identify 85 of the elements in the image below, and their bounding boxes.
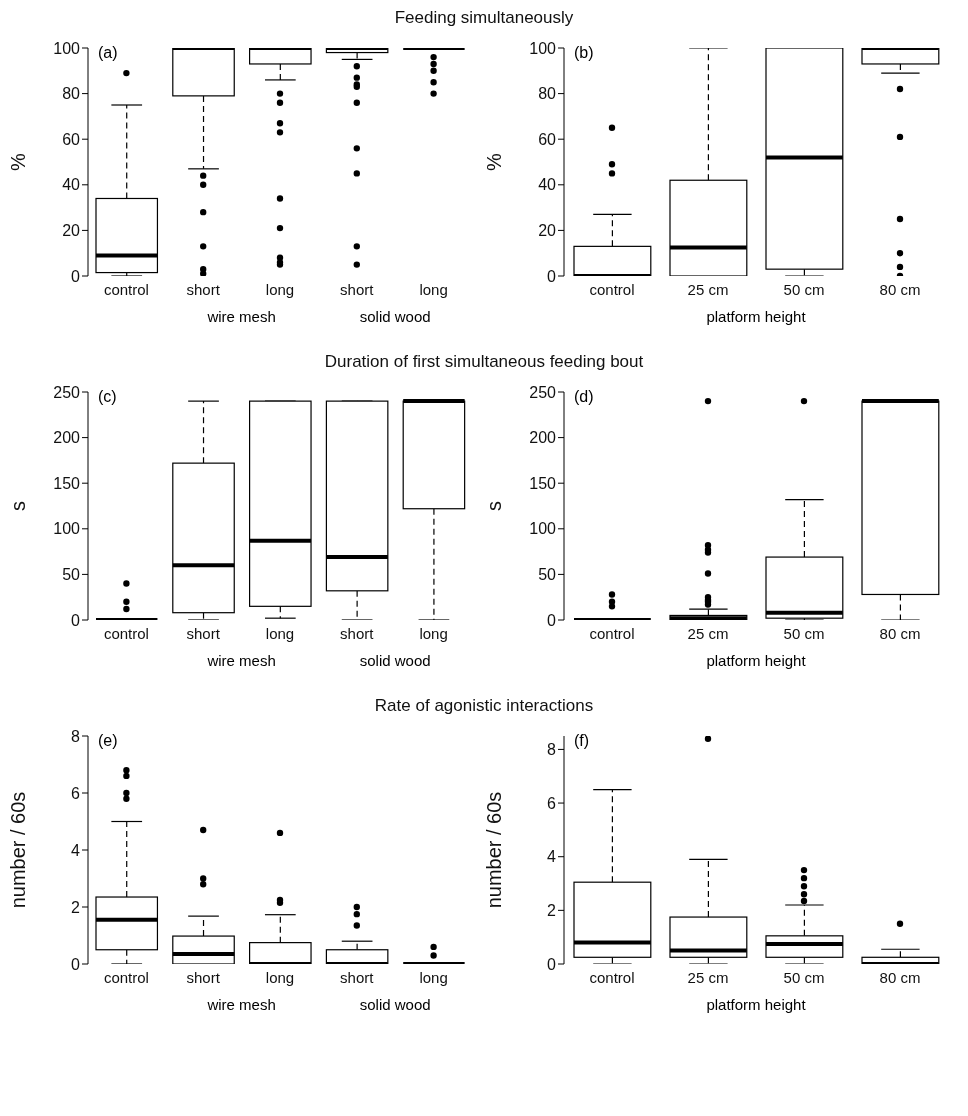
text: solid wood: [358, 652, 432, 669]
y-tick-label: 60: [538, 130, 557, 148]
y-tick-label: 6: [547, 794, 557, 812]
text: solid wood: [358, 308, 432, 325]
y-tick-label: 80: [62, 85, 81, 103]
y-tick-label: 8: [71, 727, 81, 745]
y-tick-label: 50: [62, 566, 81, 584]
text: solid wood: [358, 996, 432, 1013]
x-tick-label: long: [419, 280, 448, 298]
y-axis-title: number / 60s: [483, 791, 506, 909]
y-tick-label: 200: [53, 429, 81, 447]
x-tick-label: long: [419, 968, 448, 986]
y-tick-label: 20: [538, 222, 557, 240]
y-tick-label: 250: [53, 383, 81, 401]
y-axis-title: s: [483, 501, 506, 511]
x-tick-label: short: [340, 968, 375, 986]
y-tick-label: 80: [538, 85, 557, 103]
y-tick-label: 4: [71, 841, 81, 859]
y-tick-label: 100: [53, 39, 81, 57]
y-tick-label: 2: [71, 898, 81, 916]
x-tick-label: control: [103, 624, 149, 642]
y-tick-label: 100: [529, 39, 557, 57]
y-axis-title: %: [7, 152, 30, 171]
x-tick-label: 25 cm: [687, 968, 729, 986]
x-tick-label: short: [186, 968, 221, 986]
x-tick-label: 50 cm: [783, 280, 825, 298]
y-tick-label: 0: [547, 267, 557, 285]
x-tick-label: control: [589, 624, 635, 642]
y-tick-label: 40: [62, 176, 81, 194]
x-tick-label: control: [589, 968, 635, 986]
y-tick-label: 150: [529, 474, 557, 492]
y-axis-title: number / 60s: [7, 791, 30, 909]
text: wire mesh: [206, 652, 277, 669]
x-tick-label: control: [103, 280, 149, 298]
x-tick-label: 80 cm: [879, 624, 921, 642]
x-tick-label: short: [340, 280, 375, 298]
y-axis-title: s: [7, 501, 30, 511]
y-tick-label: 0: [71, 955, 81, 973]
x-tick-label: 25 cm: [687, 624, 729, 642]
annotation: (e): [98, 732, 118, 750]
y-tick-label: 100: [53, 520, 81, 538]
x-tick-label: 25 cm: [687, 280, 729, 298]
y-tick-label: 50: [538, 566, 557, 584]
y-tick-label: 8: [547, 741, 557, 759]
x-tick-label: 80 cm: [879, 968, 921, 986]
y-tick-label: 2: [547, 902, 557, 920]
y-tick-label: 150: [53, 474, 81, 492]
text: wire mesh: [206, 996, 277, 1013]
y-tick-label: 250: [529, 383, 557, 401]
x-tick-label: 50 cm: [783, 624, 825, 642]
y-tick-label: 40: [538, 176, 557, 194]
x-tick-label: control: [103, 968, 149, 986]
y-tick-label: 0: [547, 611, 557, 629]
text: wire mesh: [206, 308, 277, 325]
y-tick-label: 6: [71, 784, 81, 802]
y-tick-label: 4: [547, 848, 557, 866]
x-tick-label: short: [186, 624, 221, 642]
y-tick-label: 0: [71, 267, 81, 285]
y-tick-label: 0: [71, 611, 81, 629]
x-axis-title: platform height: [705, 652, 807, 669]
chart-title: Rate of agonistic interactions: [373, 696, 595, 716]
x-axis-title: platform height: [705, 996, 807, 1013]
x-tick-label: long: [265, 968, 295, 986]
x-tick-label: 50 cm: [783, 968, 825, 986]
annotation: (b): [574, 44, 594, 62]
x-tick-label: control: [589, 280, 635, 298]
y-tick-label: 0: [547, 955, 557, 973]
x-axis-title: platform height: [705, 308, 807, 325]
annotation: (f): [574, 732, 590, 750]
chart-title: Feeding simultaneously: [393, 8, 575, 28]
x-tick-label: short: [186, 280, 221, 298]
annotation: (a): [98, 44, 118, 62]
y-axis-title: %: [483, 152, 506, 171]
x-tick-label: short: [340, 624, 375, 642]
x-tick-label: long: [265, 280, 295, 298]
annotation: (d): [574, 388, 594, 406]
chart-title: Duration of first simultaneous feeding bout: [323, 352, 645, 372]
x-tick-label: long: [265, 624, 295, 642]
y-tick-label: 60: [62, 130, 81, 148]
y-tick-label: 20: [62, 222, 81, 240]
y-tick-label: 100: [529, 520, 557, 538]
x-tick-label: 80 cm: [879, 280, 921, 298]
annotation: (c): [98, 388, 117, 406]
y-tick-label: 200: [529, 429, 557, 447]
x-tick-label: long: [419, 624, 448, 642]
